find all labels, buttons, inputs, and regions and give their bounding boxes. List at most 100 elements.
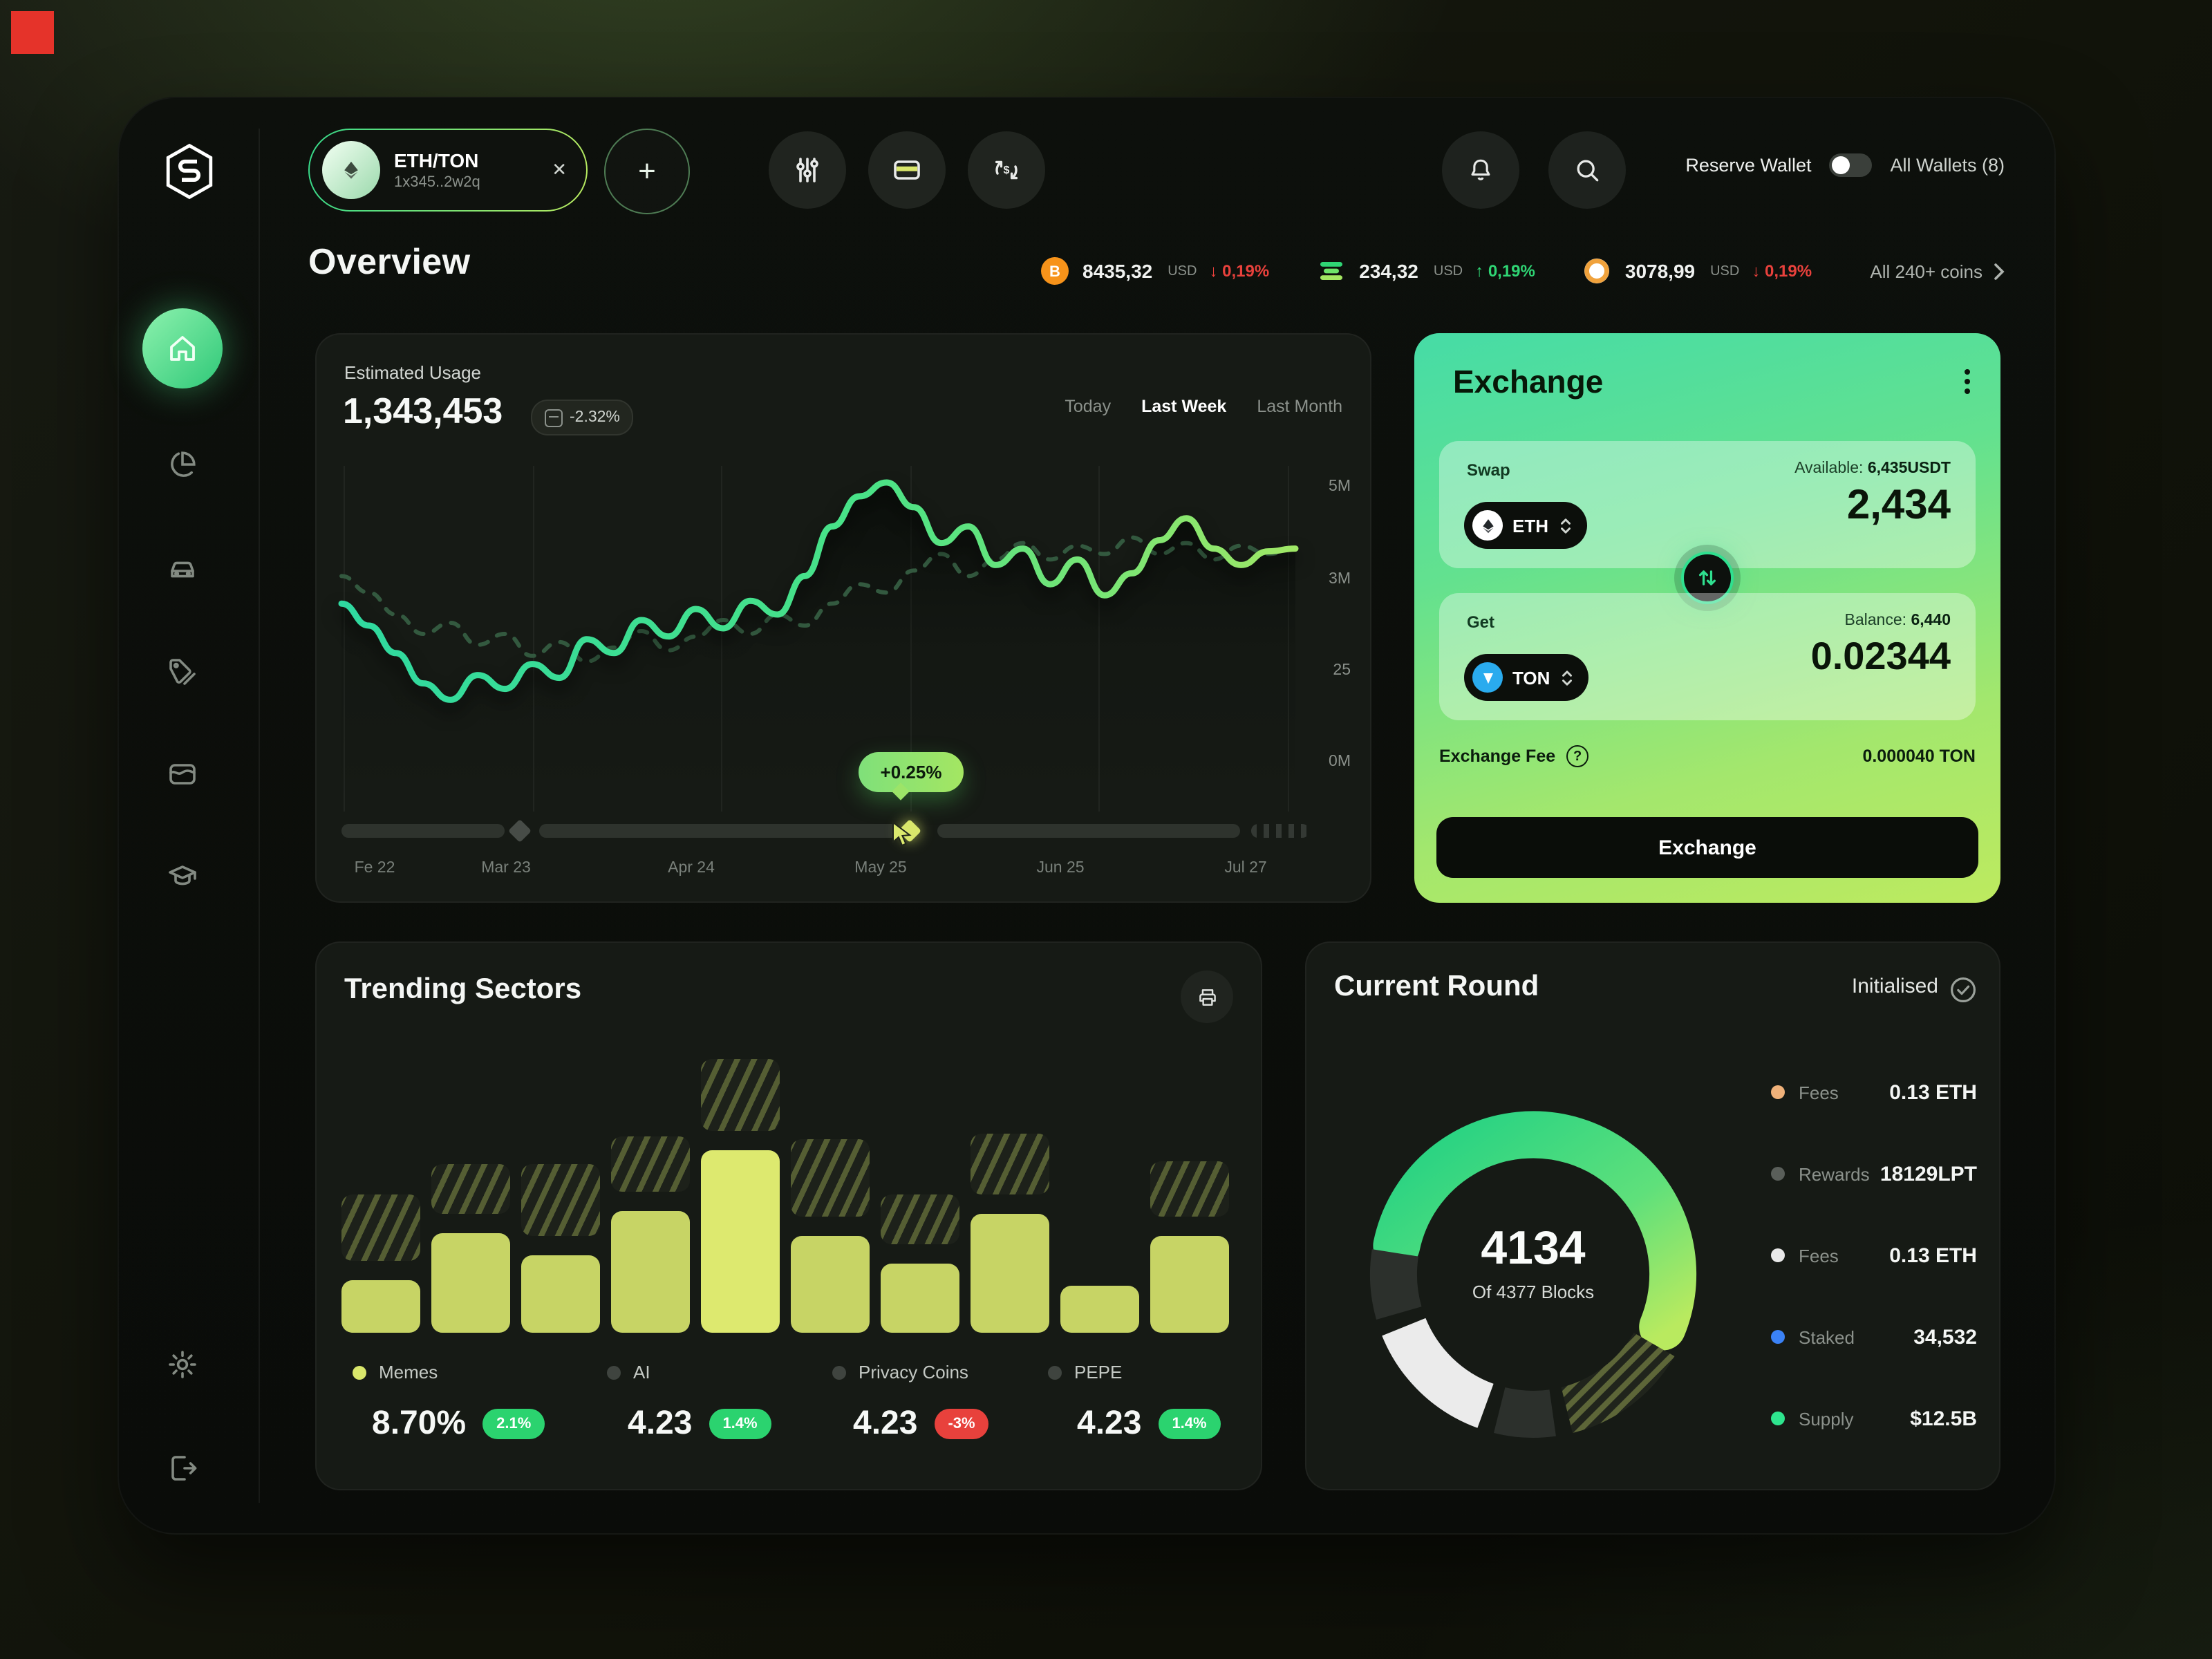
- sidebar-item-learn[interactable]: [142, 836, 223, 917]
- notifications-button[interactable]: [1442, 131, 1519, 209]
- round-segment-hatch: [1560, 1332, 1675, 1433]
- solid-bar: [881, 1264, 959, 1333]
- tab-last-week[interactable]: Last Week: [1141, 397, 1227, 416]
- ticker-change: ↓ 0,19%: [1209, 261, 1270, 281]
- wallet-toggle[interactable]: [1829, 153, 1873, 177]
- sector-bar-column: [701, 1059, 780, 1333]
- sector-bar-column: [431, 1164, 510, 1333]
- change-badge: 1.4%: [709, 1409, 771, 1439]
- all-coins-link[interactable]: All 240+ coins: [1870, 261, 2005, 281]
- eth-token-icon: [322, 141, 380, 199]
- page-title: Overview: [308, 241, 471, 282]
- export-button[interactable]: [1181, 971, 1233, 1023]
- legend-item-memes[interactable]: Memes: [353, 1362, 438, 1382]
- hatched-bar: [341, 1194, 420, 1261]
- ticker-value: 234,32: [1359, 260, 1418, 282]
- tab-today[interactable]: Today: [1065, 397, 1112, 416]
- reserve-wallet-label: Reserve Wallet: [1685, 155, 1812, 176]
- bitcoin-coin-icon: B: [1041, 257, 1069, 285]
- swap-label: Swap: [1467, 460, 1510, 480]
- legend-item-pepe[interactable]: PEPE: [1048, 1362, 1122, 1382]
- change-badge: 1.4%: [1158, 1409, 1221, 1439]
- filters-button[interactable]: [769, 131, 846, 209]
- get-amount[interactable]: 0.02344: [1810, 635, 1951, 677]
- usage-card-title: Estimated Usage: [344, 362, 481, 383]
- ticker-change: ↓ 0,19%: [1752, 261, 1812, 281]
- exchange-title: Exchange: [1453, 364, 1604, 400]
- pair-label: ETH/TON: [394, 149, 479, 171]
- printer-icon: [1199, 988, 1215, 1005]
- get-token-selector[interactable]: TON: [1464, 654, 1589, 701]
- tab-last-month[interactable]: Last Month: [1257, 397, 1342, 416]
- range-tabs: Today Last Week Last Month: [1065, 397, 1342, 416]
- get-label: Get: [1467, 612, 1495, 632]
- eth-token-icon: [1472, 510, 1503, 541]
- swap-currency-button[interactable]: $: [968, 131, 1045, 209]
- legend-dot: [1771, 1167, 1785, 1181]
- x-axis-label: Jul 27: [1224, 860, 1267, 877]
- trending-sectors-card: Trending Sectors Memes AI Privacy Coins …: [315, 941, 1262, 1490]
- ticker-row: B 8435,32 USD ↓ 0,19% 234,32 USD ↑ 0,19% 3…: [1040, 253, 2005, 289]
- pie-chart-icon: [171, 451, 196, 477]
- area-shadow: [341, 482, 1295, 812]
- sidebar-item-home[interactable]: [142, 308, 223, 388]
- swap-direction-button[interactable]: [1681, 552, 1734, 604]
- car-icon: [171, 561, 194, 578]
- sidebar-item-tags[interactable]: [142, 632, 223, 712]
- scrubber-segment[interactable]: [937, 824, 1240, 838]
- sidebar-item-vehicles[interactable]: [142, 529, 223, 610]
- current-series-line: [338, 479, 1299, 703]
- bell-icon: [1471, 159, 1490, 180]
- cursor-pointer-icon: [892, 821, 912, 847]
- hatched-bar: [881, 1194, 959, 1244]
- round-segment-white: [1382, 1318, 1494, 1428]
- pair-texts: ETH/TON 1x345..2w2q: [394, 148, 480, 192]
- solid-bar: [521, 1255, 600, 1333]
- trending-title: Trending Sectors: [344, 973, 582, 1005]
- swap-token-selector[interactable]: ETH: [1464, 502, 1587, 549]
- add-pair-button[interactable]: +: [604, 129, 690, 214]
- timeline-scrubber[interactable]: [341, 819, 1309, 843]
- scrubber-segment[interactable]: [539, 824, 899, 838]
- scrubber-handle[interactable]: [508, 819, 532, 843]
- legend-dot: [1771, 1248, 1785, 1262]
- ticker-change: ↑ 0,19%: [1475, 261, 1535, 281]
- x-axis-label: Fe 22: [354, 860, 395, 877]
- tag-icon: [169, 659, 196, 685]
- solid-bar: [341, 1280, 420, 1333]
- x-axis-label: Jun 25: [1036, 860, 1085, 877]
- sidebar-item-analytics[interactable]: [142, 424, 223, 505]
- usage-change-badge: -2.32%: [531, 400, 634, 435]
- solid-bar: [611, 1211, 690, 1333]
- credit-card-icon: [894, 160, 920, 180]
- help-icon[interactable]: ?: [1566, 745, 1589, 767]
- kebab-menu-icon[interactable]: [1965, 369, 1970, 394]
- solid-bar: [1060, 1286, 1139, 1333]
- red-corner-marker: [11, 11, 54, 54]
- legend-item-privacy[interactable]: Privacy Coins: [832, 1362, 968, 1382]
- exchange-button[interactable]: Exchange: [1436, 817, 1978, 878]
- tether-coin-icon: [1320, 262, 1343, 280]
- legend-row: Staked 34,532: [1771, 1320, 1977, 1353]
- close-icon[interactable]: ✕: [552, 159, 567, 180]
- solid-bar: [971, 1214, 1049, 1333]
- sidebar-item-cards[interactable]: [142, 734, 223, 814]
- eth-glyph-icon: [1482, 518, 1493, 533]
- search-button[interactable]: [1548, 131, 1626, 209]
- ton-glyph-icon: [1483, 673, 1492, 684]
- donut-center: 4134 Of 4377 Blocks: [1423, 1222, 1644, 1302]
- pair-selector[interactable]: ETH/TON 1x345..2w2q ✕: [308, 129, 588, 212]
- toggle-knob: [1832, 156, 1850, 174]
- round-segment-dark: [1369, 1249, 1422, 1320]
- swap-amount[interactable]: 2,434: [1846, 482, 1951, 528]
- change-badge: -3%: [934, 1409, 989, 1439]
- home-icon: [170, 336, 195, 361]
- sidebar-item-settings[interactable]: [142, 1324, 223, 1405]
- all-wallets-label[interactable]: All Wallets (8): [1890, 155, 2005, 176]
- sidebar-item-logout[interactable]: [142, 1428, 223, 1508]
- scrubber-segment[interactable]: [341, 824, 505, 838]
- swap-panel: Swap Available: 6,435USDT ETH: [1439, 441, 1976, 568]
- cards-button[interactable]: [868, 131, 946, 209]
- check-circle-icon: [1951, 977, 1976, 1002]
- legend-item-ai[interactable]: AI: [607, 1362, 650, 1382]
